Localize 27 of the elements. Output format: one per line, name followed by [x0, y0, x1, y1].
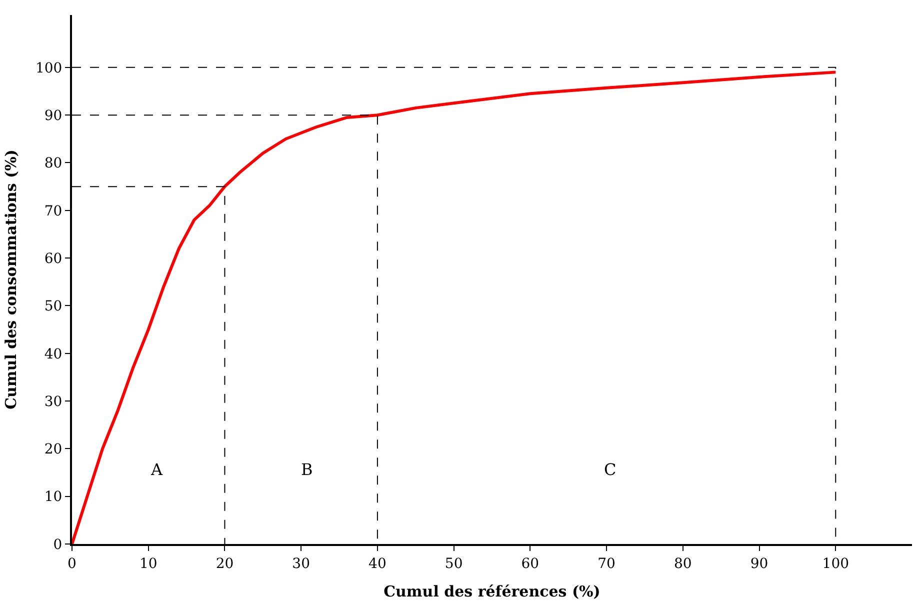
y-tick-label: 90 [44, 108, 62, 124]
x-tick-label: 20 [216, 556, 234, 572]
y-axis-title: Cumul des consommations (%) [2, 150, 20, 410]
x-tick-label: 40 [368, 556, 386, 572]
y-tick-label: 100 [35, 60, 62, 76]
x-tick-label: 90 [750, 556, 768, 572]
x-tick-label: 30 [292, 556, 310, 572]
x-tick-label: 0 [68, 556, 76, 572]
y-tick-label: 60 [44, 250, 62, 267]
y-tick-label: 0 [53, 536, 62, 553]
annotation: A [150, 460, 163, 479]
y-tick-label: 20 [44, 442, 62, 458]
x-tick-label: 50 [444, 556, 463, 572]
y-tick-label: 70 [44, 203, 62, 220]
x-tick-label: 70 [598, 556, 616, 572]
x-tick-label: 100 [822, 556, 850, 572]
y-tick-label: 50 [44, 298, 62, 315]
y-tick-label: 80 [44, 156, 62, 172]
x-tick-label: 60 [521, 556, 540, 572]
annotation: B [301, 460, 313, 479]
y-tick-label: 40 [44, 346, 62, 362]
x-axis-title: Cumul des références (%) [384, 582, 600, 600]
x-tick-label: 80 [674, 556, 692, 572]
x-tick-label: 10 [139, 556, 158, 572]
annotation: C [604, 460, 616, 479]
y-tick-label: 10 [44, 489, 62, 506]
y-tick-label: 30 [44, 394, 62, 410]
